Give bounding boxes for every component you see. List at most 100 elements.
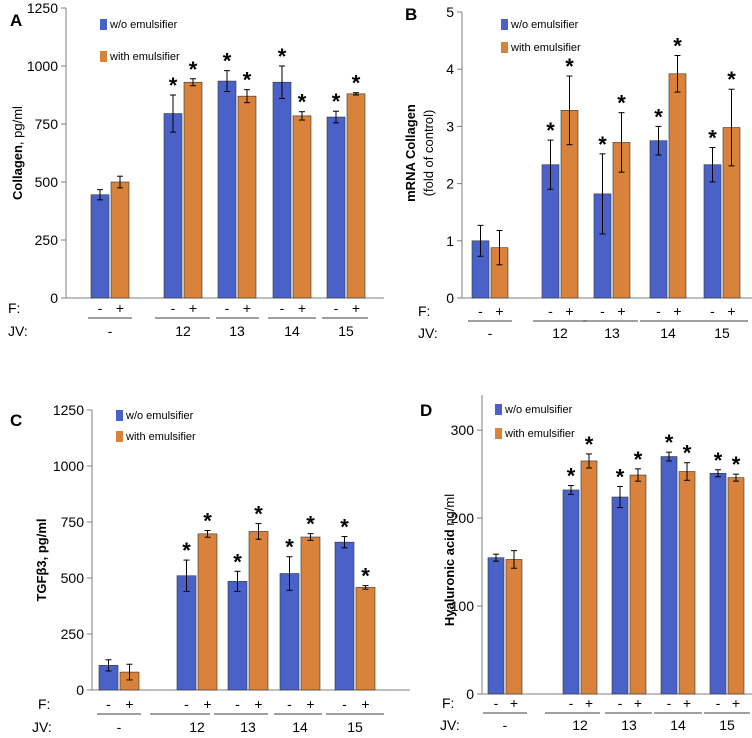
jv-category-label: 15 — [714, 325, 730, 341]
y-axis-title: Collagen, pg/ml — [10, 106, 25, 200]
jv-category-label: 15 — [719, 717, 735, 733]
y-tick-label: 200 — [451, 510, 475, 526]
f-minus: - — [171, 300, 176, 316]
f-minus: - — [716, 695, 721, 711]
f-minus: - — [548, 303, 553, 319]
f-plus: + — [306, 696, 314, 712]
significance-star: * — [654, 104, 663, 129]
f-plus: + — [243, 300, 251, 316]
significance-star: * — [732, 452, 741, 477]
significance-star: * — [361, 564, 370, 589]
bar-with-3 — [300, 536, 321, 691]
legend-label-without: w/o emulsifier — [125, 410, 194, 422]
bar-with-4 — [727, 477, 745, 695]
f-minus: - — [618, 695, 623, 711]
y-axis-subtitle: (fold of control) — [421, 110, 436, 197]
f-minus: - — [667, 695, 672, 711]
jv-row-label: JV: — [440, 717, 460, 733]
bar-without-4 — [326, 116, 346, 299]
jv-category-label: 13 — [621, 717, 637, 733]
f-minus: - — [600, 303, 605, 319]
legend-label-without: w/o emulsifier — [504, 404, 573, 416]
significance-star: * — [189, 57, 198, 82]
legend-swatch-with — [116, 431, 123, 442]
y-axis-label: Hyaluronic acid ng/ml — [442, 494, 457, 626]
f-plus: + — [732, 695, 740, 711]
legend-label-with: with emulsifier — [510, 42, 581, 54]
y-tick-label: 100 — [451, 598, 475, 614]
bar-with-4 — [355, 587, 376, 691]
f-plus: + — [565, 303, 573, 319]
f-plus: + — [727, 303, 735, 319]
y-tick-label: 5 — [446, 4, 454, 20]
chart-panel-C: C 0 250 500 750 1000 1250 TGFβ3, pg/ml * * * * * * * * w… — [10, 402, 410, 735]
y-tick-label: 1000 — [53, 458, 84, 474]
jv-category-label: 15 — [347, 719, 363, 735]
chart-panel-D: D 0 100 200 300 Hyaluronic acid ng/ml * * * * * * * *… — [420, 395, 752, 733]
jv-category-label: 13 — [229, 323, 245, 339]
f-minus: - — [98, 300, 103, 316]
panel-letter: A — [10, 11, 22, 30]
significance-star: * — [616, 464, 625, 489]
jv-category-label: 12 — [572, 717, 588, 733]
jv-category-label: - — [503, 717, 508, 733]
f-row-label: F: — [442, 695, 454, 711]
legend-swatch-without — [100, 19, 107, 30]
y-tick-label: 750 — [61, 514, 85, 530]
bar-with-1 — [580, 460, 598, 695]
f-minus: - — [569, 695, 574, 711]
y-axis-label-secondary: (fold of control) — [421, 110, 436, 197]
significance-star: * — [340, 515, 349, 540]
bar-with-1 — [197, 533, 218, 691]
significance-star: * — [708, 126, 717, 151]
bar-without-4 — [334, 541, 355, 691]
f-minus: - — [106, 696, 111, 712]
bar-without-4 — [709, 472, 727, 695]
y-axis-label: TGFβ3, pg/ml — [34, 518, 49, 601]
bar-without-2 — [227, 581, 248, 691]
f-minus: - — [494, 695, 499, 711]
significance-star: * — [585, 432, 594, 457]
y-tick-label: 300 — [451, 422, 475, 438]
f-plus: + — [116, 300, 124, 316]
significance-star: * — [243, 68, 252, 93]
jv-category-label: 14 — [292, 719, 308, 735]
significance-star: * — [617, 91, 626, 116]
bar-with-2 — [629, 474, 647, 695]
legend-label-with: with emulsifier — [125, 431, 196, 443]
f-plus: + — [683, 695, 691, 711]
significance-star: * — [714, 448, 723, 473]
significance-star: * — [673, 33, 682, 58]
bar-with-3 — [678, 471, 696, 695]
f-minus: - — [287, 696, 292, 712]
significance-star: * — [665, 430, 674, 455]
significance-star: * — [169, 73, 178, 98]
significance-star: * — [298, 90, 307, 115]
y-axis-label-main: Hyaluronic acid — [442, 529, 457, 626]
f-row-label: F: — [38, 696, 50, 712]
significance-star: * — [565, 54, 574, 79]
f-row-label: F: — [8, 300, 20, 316]
f-plus: + — [189, 300, 197, 316]
jv-category-label: - — [117, 719, 122, 735]
significance-star: * — [683, 441, 692, 466]
f-plus: + — [361, 696, 369, 712]
significance-star: * — [203, 509, 212, 534]
y-tick-label: 2 — [446, 176, 454, 192]
jv-category-label: - — [488, 325, 493, 341]
jv-category-label: 14 — [284, 323, 300, 339]
jv-category-label: 12 — [552, 325, 568, 341]
significance-star: * — [567, 464, 576, 489]
f-plus: + — [254, 696, 262, 712]
significance-star: * — [254, 502, 263, 527]
f-plus: + — [617, 303, 625, 319]
y-tick-label: 0 — [446, 290, 454, 306]
y-tick-label: 3 — [446, 118, 454, 134]
y-tick-label: 1250 — [27, 0, 58, 16]
legend-label-with: with emulsifier — [504, 428, 575, 440]
significance-star: * — [285, 535, 294, 560]
jv-category-label: 12 — [175, 323, 191, 339]
y-tick-label: 750 — [35, 116, 59, 132]
f-minus: - — [334, 300, 339, 316]
